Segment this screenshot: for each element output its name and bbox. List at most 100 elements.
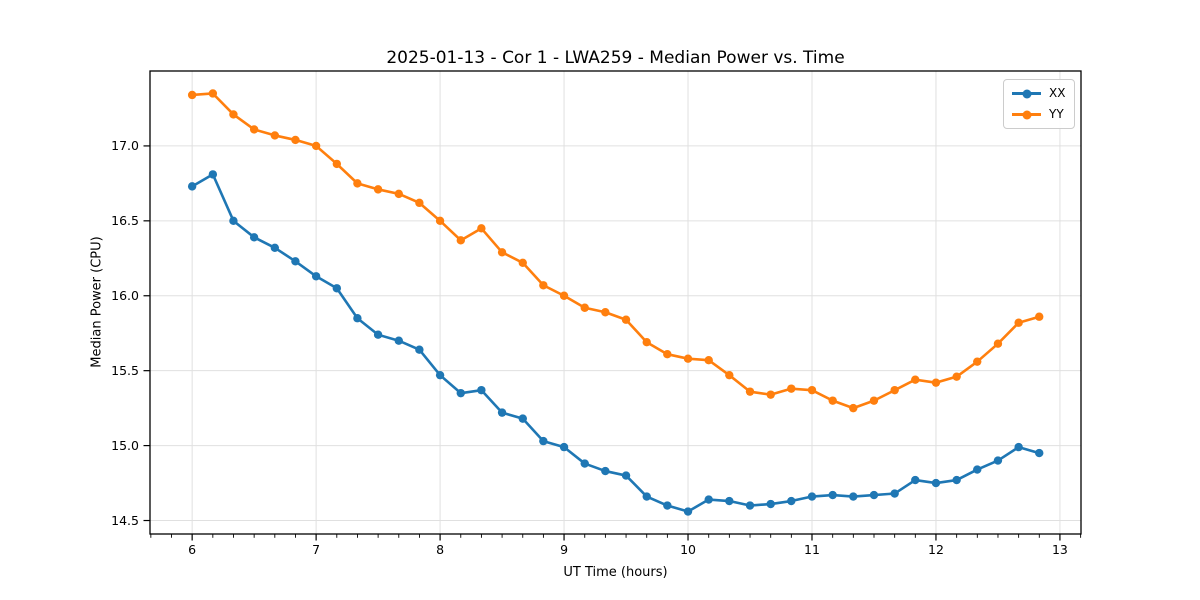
- data-point-xx: [580, 459, 589, 468]
- data-point-yy: [1014, 318, 1023, 327]
- data-point-xx: [1014, 442, 1023, 452]
- data-point-yy: [725, 370, 734, 380]
- data-point-xx: [952, 475, 961, 485]
- data-point-xx: [911, 475, 920, 485]
- data-point-xx: [807, 492, 817, 501]
- y-tick-label: 16.0: [111, 288, 139, 303]
- data-point-yy: [435, 216, 445, 226]
- data-point-yy: [952, 372, 961, 381]
- data-point-xx: [766, 499, 775, 509]
- x-tick-label: 8: [436, 542, 444, 557]
- data-point-xx: [787, 496, 796, 506]
- legend: XX YY: [1003, 79, 1076, 129]
- data-point-yy: [849, 403, 858, 413]
- data-point-yy: [332, 159, 342, 169]
- x-axis-label: UT Time (hours): [563, 565, 668, 580]
- data-point-yy: [497, 248, 507, 257]
- data-point-xx: [249, 233, 259, 242]
- data-point-yy: [353, 179, 362, 188]
- series-line-yy: [190, 92, 1041, 410]
- data-point-yy: [1035, 312, 1044, 321]
- data-point-xx: [518, 414, 527, 423]
- data-point-yy: [415, 198, 424, 208]
- data-point-xx: [229, 216, 238, 226]
- data-point-xx: [869, 490, 879, 500]
- data-point-xx: [828, 490, 837, 500]
- legend-line-marker-icon: [1012, 89, 1041, 99]
- data-point-xx: [1035, 448, 1044, 458]
- data-point-yy: [539, 281, 548, 290]
- data-point-xx: [745, 501, 755, 510]
- data-point-xx: [208, 170, 218, 179]
- x-tick-label: 11: [804, 542, 820, 557]
- data-point-yy: [580, 303, 589, 312]
- data-point-xx: [497, 408, 507, 417]
- legend-item-yy: YY: [1012, 106, 1065, 123]
- data-point-xx: [559, 442, 569, 452]
- plot-border: [149, 70, 1082, 535]
- y-tick-label: 15.0: [111, 438, 139, 453]
- data-point-xx: [187, 182, 197, 191]
- data-point-yy: [745, 387, 755, 396]
- data-point-xx: [890, 489, 899, 498]
- data-point-yy: [394, 189, 404, 199]
- data-point-xx: [683, 507, 693, 516]
- data-point-yy: [621, 315, 631, 324]
- x-tick-label: 6: [188, 542, 196, 557]
- data-point-xx: [849, 492, 858, 501]
- x-tick-label: 10: [680, 542, 696, 557]
- data-point-yy: [229, 110, 238, 119]
- series-line-xx: [190, 173, 1041, 513]
- data-point-xx: [725, 496, 734, 506]
- data-point-yy: [890, 385, 899, 395]
- data-point-xx: [435, 370, 445, 380]
- data-point-xx: [311, 272, 321, 281]
- legend-label-xx: XX: [1049, 86, 1066, 100]
- data-point-xx: [270, 243, 280, 253]
- data-point-yy: [601, 308, 610, 317]
- data-point-xx: [621, 471, 631, 480]
- data-point-yy: [911, 375, 920, 384]
- x-tick-label: 12: [928, 542, 944, 557]
- data-point-yy: [456, 236, 465, 245]
- data-point-yy: [187, 90, 197, 100]
- data-point-xx: [456, 388, 465, 398]
- data-point-yy: [973, 357, 982, 366]
- data-point-xx: [373, 330, 383, 339]
- data-point-yy: [828, 396, 837, 405]
- data-point-yy: [518, 258, 527, 267]
- y-tick-label: 17.0: [111, 138, 139, 153]
- data-point-xx: [601, 466, 610, 476]
- legend-item-xx: XX: [1012, 85, 1065, 102]
- legend-line-marker-icon: [1012, 110, 1041, 120]
- data-point-yy: [270, 131, 280, 140]
- data-point-xx: [477, 385, 486, 395]
- data-point-yy: [663, 349, 672, 359]
- data-point-xx: [973, 465, 982, 474]
- data-point-xx: [704, 495, 713, 504]
- data-point-yy: [249, 125, 259, 134]
- data-point-yy: [807, 385, 817, 395]
- data-point-xx: [332, 284, 342, 293]
- data-point-xx: [663, 501, 672, 510]
- data-point-xx: [291, 257, 300, 266]
- chart-title: 2025-01-13 - Cor 1 - LWA259 - Median Pow…: [386, 48, 845, 68]
- x-tick-label: 9: [560, 542, 568, 557]
- data-point-yy: [683, 354, 693, 363]
- data-point-yy: [787, 384, 796, 393]
- x-tick-label: 13: [1052, 542, 1068, 557]
- x-tick-label: 7: [312, 542, 320, 557]
- data-point-xx: [993, 456, 1003, 465]
- legend-label-yy: YY: [1049, 107, 1064, 121]
- data-point-yy: [931, 378, 941, 387]
- data-point-xx: [642, 492, 651, 501]
- data-point-yy: [373, 185, 383, 194]
- data-point-xx: [539, 436, 548, 446]
- data-point-xx: [415, 345, 424, 354]
- data-point-xx: [394, 336, 404, 345]
- data-point-xx: [931, 478, 941, 488]
- data-point-yy: [477, 224, 486, 233]
- data-point-xx: [353, 314, 362, 323]
